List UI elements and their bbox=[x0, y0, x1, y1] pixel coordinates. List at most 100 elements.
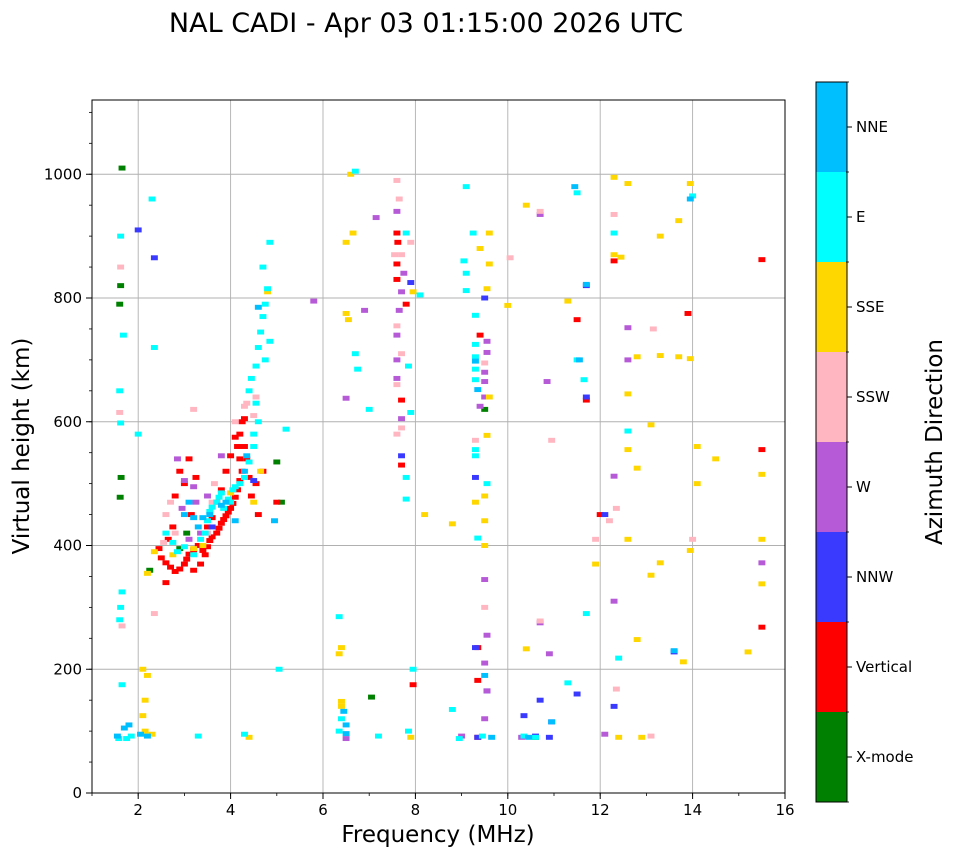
data-point-sse bbox=[485, 261, 493, 267]
data-point-w bbox=[398, 416, 406, 422]
data-point-e bbox=[409, 666, 417, 672]
data-point-nne bbox=[217, 502, 225, 508]
data-point-w bbox=[624, 357, 632, 363]
data-point-sse bbox=[481, 493, 489, 499]
data-point-w bbox=[481, 660, 489, 666]
data-point-vertical bbox=[398, 397, 406, 403]
data-point-w bbox=[481, 577, 489, 583]
data-point-e bbox=[250, 431, 258, 437]
data-point-sse bbox=[483, 432, 491, 438]
data-point-vertical bbox=[204, 544, 211, 550]
data-point-w bbox=[185, 536, 193, 542]
data-point-w bbox=[393, 357, 401, 363]
data-point-sse bbox=[633, 465, 641, 471]
data-point-e bbox=[275, 666, 283, 672]
data-point-sse bbox=[624, 181, 632, 187]
data-point-ssw bbox=[481, 604, 489, 610]
data-point-x-mode bbox=[481, 406, 489, 412]
data-point-w bbox=[476, 403, 484, 409]
data-point-sse bbox=[338, 645, 345, 651]
y-tick-label: 400 bbox=[53, 537, 82, 555]
data-point-ssw bbox=[610, 211, 618, 217]
data-point-e bbox=[231, 484, 239, 490]
data-point-sse bbox=[150, 549, 158, 555]
data-point-ssw bbox=[190, 406, 198, 412]
y-tick-label: 1000 bbox=[44, 165, 82, 183]
colorbar-tick-label: X-mode bbox=[856, 748, 913, 766]
colorbar-segment-nne bbox=[816, 82, 847, 172]
data-point-vertical bbox=[199, 547, 207, 553]
data-point-vertical bbox=[582, 397, 590, 403]
data-point-ssw bbox=[506, 255, 514, 261]
data-point-w bbox=[190, 484, 198, 490]
data-point-w bbox=[481, 379, 489, 385]
data-point-w bbox=[393, 208, 401, 214]
data-point-nne bbox=[231, 518, 239, 524]
data-point-ssw bbox=[536, 618, 544, 624]
data-point-e bbox=[471, 354, 479, 360]
data-point-ssw bbox=[395, 196, 403, 202]
data-point-e bbox=[266, 239, 274, 245]
data-point-ssw bbox=[649, 326, 657, 332]
data-point-vertical bbox=[190, 567, 198, 573]
data-point-w bbox=[310, 298, 318, 304]
data-point-e bbox=[471, 341, 479, 347]
data-point-vertical bbox=[197, 561, 205, 567]
data-point-vertical bbox=[162, 580, 170, 586]
data-point-vertical bbox=[236, 456, 244, 462]
data-point-e bbox=[118, 682, 126, 688]
data-point-w bbox=[483, 338, 491, 344]
data-point-sse bbox=[758, 536, 766, 542]
data-point-vertical bbox=[157, 555, 165, 561]
data-point-x-mode bbox=[176, 546, 184, 552]
data-point-e bbox=[471, 366, 479, 372]
data-point-e bbox=[127, 733, 135, 739]
data-point-ssw bbox=[592, 536, 600, 542]
x-axis-label: Frequency (MHz) bbox=[341, 822, 534, 848]
data-point-ssw bbox=[167, 499, 175, 505]
data-point-nnw bbox=[474, 734, 482, 740]
data-point-sse bbox=[257, 468, 265, 474]
data-point-vertical bbox=[208, 534, 216, 540]
data-point-vertical bbox=[217, 487, 225, 493]
data-point-vertical bbox=[176, 566, 184, 572]
data-point-w bbox=[217, 453, 225, 459]
data-points bbox=[113, 165, 766, 742]
data-point-ssw bbox=[471, 437, 479, 443]
data-point-e bbox=[402, 474, 410, 480]
data-point-sse bbox=[656, 353, 664, 359]
data-point-w bbox=[483, 632, 491, 638]
data-point-vertical bbox=[217, 520, 225, 526]
data-point-e bbox=[240, 731, 248, 737]
data-point-nne bbox=[670, 648, 678, 654]
data-point-w bbox=[342, 736, 350, 742]
data-point-nnw bbox=[471, 474, 479, 480]
data-point-sse bbox=[227, 490, 235, 496]
data-point-sse bbox=[624, 447, 632, 453]
data-point-vertical bbox=[213, 530, 221, 536]
data-point-e bbox=[582, 611, 590, 617]
data-point-sse bbox=[190, 546, 198, 552]
data-point-e bbox=[252, 400, 260, 406]
data-point-vertical bbox=[224, 509, 232, 515]
data-point-e bbox=[204, 518, 211, 524]
data-point-e bbox=[374, 733, 382, 739]
data-point-vertical bbox=[476, 332, 484, 338]
data-point-sse bbox=[522, 202, 530, 208]
data-point-sse bbox=[141, 697, 149, 703]
data-point-vertical bbox=[208, 515, 216, 521]
data-point-nne bbox=[137, 731, 144, 737]
data-point-w bbox=[361, 307, 369, 313]
data-point-w bbox=[400, 270, 408, 276]
data-point-vertical bbox=[220, 517, 228, 522]
y-tick-label: 800 bbox=[53, 289, 82, 307]
data-point-w bbox=[393, 375, 401, 381]
data-point-ssw bbox=[162, 512, 170, 518]
data-point-w bbox=[601, 731, 609, 737]
data-point-sse bbox=[169, 552, 177, 558]
data-point-sse bbox=[712, 456, 720, 462]
data-point-ssw bbox=[240, 403, 248, 409]
y-tick-label: 600 bbox=[53, 413, 82, 431]
data-point-sse bbox=[344, 317, 352, 323]
data-point-ssw bbox=[252, 394, 260, 400]
